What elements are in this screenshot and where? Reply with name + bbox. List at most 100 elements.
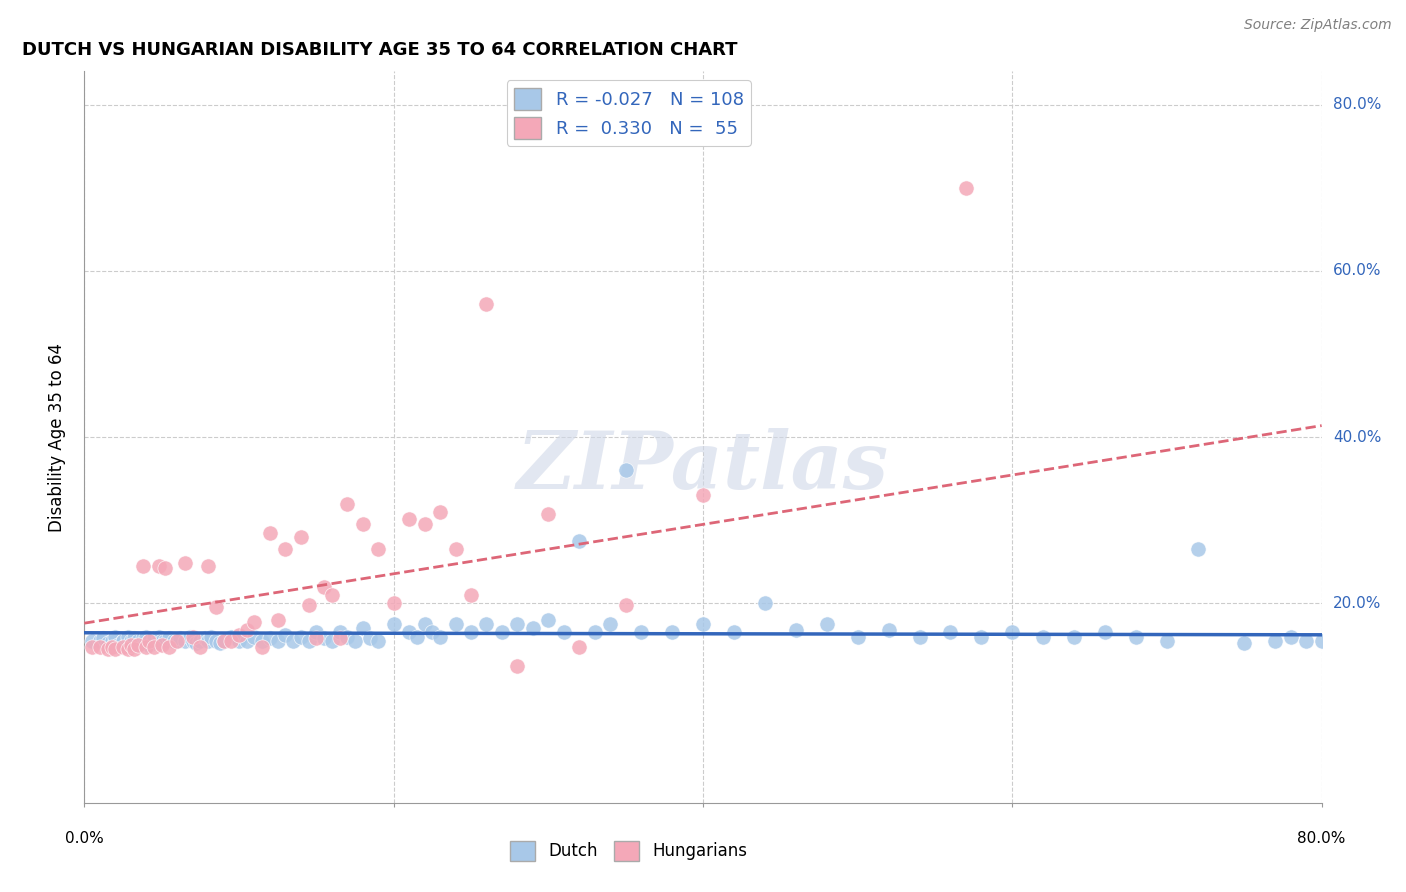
Point	[614, 463, 637, 477]
Point	[166, 633, 188, 648]
Point	[382, 617, 405, 632]
Point	[122, 633, 145, 648]
Point	[159, 640, 180, 654]
Point	[312, 632, 335, 646]
Point	[127, 638, 149, 652]
Point	[96, 642, 118, 657]
Legend: Dutch, Hungarians: Dutch, Hungarians	[503, 834, 755, 868]
Point	[352, 621, 374, 635]
Point	[274, 542, 297, 557]
Point	[382, 596, 405, 610]
Point	[491, 625, 513, 640]
Point	[120, 636, 142, 650]
Point	[138, 633, 160, 648]
Point	[250, 633, 273, 648]
Point	[1063, 630, 1085, 644]
Point	[398, 511, 420, 525]
Point	[127, 638, 149, 652]
Point	[243, 615, 266, 629]
Point	[568, 640, 591, 654]
Point	[1310, 633, 1333, 648]
Point	[259, 525, 281, 540]
Point	[352, 517, 374, 532]
Point	[398, 625, 420, 640]
Point	[692, 488, 714, 502]
Text: 20.0%: 20.0%	[1333, 596, 1381, 611]
Point	[153, 561, 176, 575]
Point	[205, 633, 228, 648]
Point	[89, 640, 111, 654]
Point	[174, 633, 197, 648]
Point	[290, 630, 312, 644]
Point	[184, 636, 207, 650]
Point	[112, 640, 135, 654]
Point	[148, 558, 170, 573]
Point	[259, 632, 281, 646]
Point	[148, 633, 170, 648]
Point	[267, 613, 290, 627]
Point	[336, 630, 359, 644]
Point	[1295, 633, 1317, 648]
Point	[506, 658, 529, 673]
Point	[328, 625, 352, 640]
Point	[537, 507, 560, 521]
Point	[305, 625, 328, 640]
Text: ZIPatlas: ZIPatlas	[517, 427, 889, 505]
Point	[281, 633, 305, 648]
Point	[429, 630, 451, 644]
Point	[132, 558, 155, 573]
Point	[104, 642, 127, 657]
Point	[200, 630, 222, 644]
Point	[174, 557, 197, 571]
Point	[422, 625, 444, 640]
Point	[135, 633, 157, 648]
Text: 80.0%: 80.0%	[1298, 830, 1346, 846]
Point	[138, 638, 160, 652]
Point	[219, 633, 242, 648]
Point	[460, 625, 482, 640]
Point	[197, 633, 219, 648]
Point	[132, 633, 155, 648]
Point	[661, 625, 683, 640]
Point	[1233, 636, 1256, 650]
Point	[209, 636, 232, 650]
Point	[475, 297, 498, 311]
Point	[148, 630, 170, 644]
Point	[343, 633, 366, 648]
Text: Source: ZipAtlas.com: Source: ZipAtlas.com	[1244, 18, 1392, 32]
Point	[153, 633, 176, 648]
Point	[553, 625, 575, 640]
Point	[150, 636, 173, 650]
Point	[846, 630, 869, 644]
Point	[132, 632, 155, 646]
Point	[970, 630, 993, 644]
Point	[138, 633, 160, 648]
Point	[181, 633, 204, 648]
Point	[91, 632, 114, 646]
Point	[188, 640, 211, 654]
Point	[328, 632, 352, 646]
Point	[96, 636, 118, 650]
Point	[250, 640, 273, 654]
Point	[1187, 542, 1209, 557]
Point	[194, 632, 217, 646]
Point	[537, 613, 560, 627]
Point	[367, 542, 389, 557]
Point	[228, 633, 250, 648]
Point	[1279, 630, 1302, 644]
Point	[169, 632, 191, 646]
Point	[181, 630, 204, 644]
Point	[101, 633, 124, 648]
Point	[692, 617, 714, 632]
Point	[297, 598, 319, 612]
Point	[413, 517, 436, 532]
Point	[235, 623, 259, 637]
Point	[444, 542, 467, 557]
Point	[104, 630, 127, 644]
Point	[1094, 625, 1116, 640]
Point	[360, 632, 382, 646]
Point	[599, 617, 621, 632]
Y-axis label: Disability Age 35 to 64: Disability Age 35 to 64	[48, 343, 66, 532]
Text: 80.0%: 80.0%	[1333, 97, 1381, 112]
Point	[522, 621, 544, 635]
